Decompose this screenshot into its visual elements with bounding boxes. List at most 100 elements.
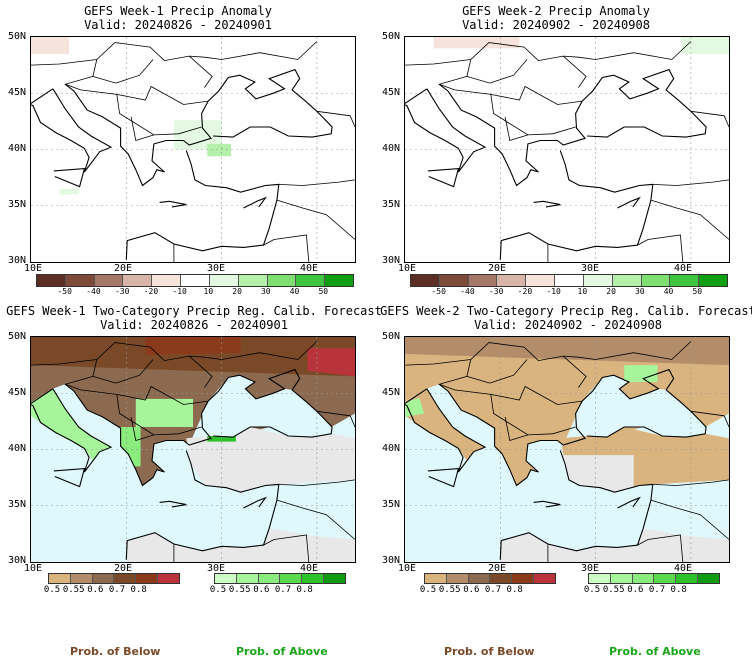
colorbar-tick-label: -30 [114,287,130,296]
colorbar-tick-label: -40 [86,287,101,296]
colorbar-tick-label: 0.8 [506,585,523,595]
colorbar-swatch [49,574,71,583]
colorbar-tick-label: 40 [289,287,300,296]
country-border [92,359,154,384]
anomaly-region [681,37,729,54]
country-border [64,76,209,105]
colorbar-swatch [37,275,66,286]
panel-valid-dates: Valid: 20240826 - 20240901 [100,318,288,332]
country-border [490,394,576,436]
prob-below-colorbar [48,573,180,584]
country-border [31,341,318,366]
lat-label: 40N [381,443,400,454]
coastline [125,150,280,260]
colorbar-tick-label: 50 [318,287,329,296]
country-border [637,234,684,262]
lat-label: 45N [381,387,400,398]
colorbar-tick-label: 0.55 [62,585,85,595]
colorbar-tick-label: -30 [488,287,504,296]
mediterranean-sea [405,384,653,562]
panel-week2-two-category: GEFS Week-2 Two-Category Precip Reg. Cal… [376,300,752,662]
colorbar-swatch [425,574,447,583]
prob-below-region [405,388,485,472]
prob-above-region [135,398,193,427]
prob-above-region [31,388,111,472]
colorbar-swatch [512,574,535,583]
map-canvas [31,37,355,262]
anomaly-region [31,37,70,54]
country-border [316,110,355,128]
map-canvas [405,37,729,262]
colorbar-swatch [612,275,642,286]
lon-label: 20E [488,563,507,574]
lat-label: 50N [381,331,400,342]
country-border [64,376,209,405]
colorbar-swatch [526,275,556,286]
country-border [504,416,529,442]
no-signal-region [500,528,729,562]
colorbar-swatch [296,275,326,286]
coastline [533,500,561,508]
colorbar-swatch [280,574,303,583]
country-border [130,116,155,142]
no-signal-region [186,427,355,493]
colorbar-tick-label: 0.5 [419,585,437,595]
colorbar-tick-label: 0.6 [87,585,104,595]
lon-label: 10E [24,263,43,274]
colorbar-tick-label: 0.5 [583,585,601,595]
colorbar-swatch [324,574,345,583]
colorbar-swatch [136,574,159,583]
colorbar-swatch [94,275,124,286]
lon-label: 30E [207,263,226,274]
colorbar-tick-label: 0.55 [438,585,461,595]
colorbar-swatch [555,275,584,286]
panel-week2-anomaly: GEFS Week-2 Precip Anomaly Valid: 202409… [376,0,752,300]
lon-label: 30E [207,563,226,574]
country-border [504,116,529,142]
lat-label: 50N [381,31,400,42]
colorbar-tick-label: 0.7 [274,585,292,595]
coastline [53,167,86,188]
anomaly-map [30,36,356,263]
panel-title: GEFS Week-1 Two-Category Precip Reg. Cal… [6,304,382,318]
lat-label: 40N [7,143,26,154]
colorbar-tick-label: 0.55 [602,585,625,595]
colorbar-swatch [699,275,727,286]
lon-label: 10E [398,263,417,274]
colorbar-tick-label: 0.6 [463,585,480,595]
coastline [438,368,707,487]
map-canvas [405,337,729,562]
country-border [278,179,355,186]
country-border [405,341,692,366]
mediterranean-sea [31,384,279,562]
lon-label: 20E [114,263,133,274]
colorbar-swatch [258,574,281,583]
probability-map [404,336,730,563]
colorbar-tick-label: 30 [260,287,271,296]
prob-above-caption: Prob. of Above [236,645,328,658]
colorbar-tick-label: -40 [460,287,475,296]
country-border [690,110,729,128]
country-border [316,410,355,428]
colorbar-swatch [114,574,137,583]
lon-label: 40E [674,563,693,574]
no-signal-region [126,528,355,562]
lat-label: 30N [381,255,400,266]
coastline [64,368,333,487]
coastline [53,467,86,488]
lat-label: 50N [7,331,26,342]
country-border [405,41,692,66]
lon-label: 10E [24,563,43,574]
coastline [499,150,654,260]
probability-map [30,336,356,563]
country-border [92,59,154,84]
country-border [130,416,155,442]
panel-valid-dates: Valid: 20240902 - 20240908 [474,318,662,332]
prob-below-colorbar [424,573,556,584]
colorbar-swatch [632,574,655,583]
panel-title: GEFS Week-1 Precip Anomaly [84,4,272,18]
lat-label: 40N [7,443,26,454]
black-sea [575,375,707,438]
colorbar-tick-label: 0.5 [43,585,61,595]
prob-below-region [145,337,241,355]
